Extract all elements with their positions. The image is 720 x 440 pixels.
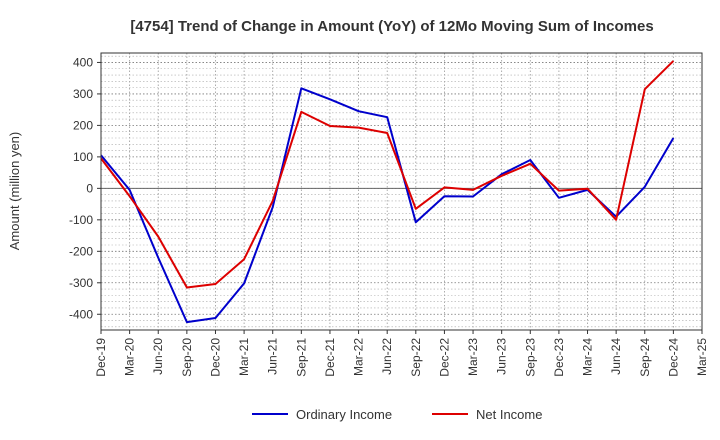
y-tick-label: -400 (69, 307, 93, 321)
x-axis-ticks: Dec-19 Mar-20 Jun-20 Sep-20 Dec-20 Mar-21 Jun-… (94, 330, 709, 377)
x-tick-label: Sep-23 (523, 338, 537, 377)
x-tick-label: Dec-23 (552, 338, 566, 377)
y-tick-label: 200 (73, 118, 93, 132)
x-tick-label: Sep-20 (180, 338, 194, 377)
y-tick-label: -300 (69, 276, 93, 290)
y-tick-label: -200 (69, 244, 93, 258)
series-line-ordinary-income (100, 87, 675, 324)
x-tick-label: Sep-22 (409, 338, 423, 377)
x-tick-label: Dec-20 (208, 338, 222, 377)
legend-label-net-income: Net Income (476, 407, 542, 422)
x-tick-label: Mar-25 (695, 338, 709, 376)
x-tick-label: Jun-22 (380, 338, 394, 375)
x-tick-label: Mar-21 (237, 338, 251, 376)
chart-title: [4754] Trend of Change in Amount (YoY) o… (130, 18, 653, 35)
y-axis-ticks: 400 300 200 100 0 -100 -200 -300 -400 (69, 55, 101, 321)
grid (100, 53, 703, 330)
y-tick-label: -100 (69, 213, 93, 227)
x-tick-label: Jun-24 (609, 338, 623, 375)
x-tick-label: Mar-20 (123, 338, 137, 376)
series-line-net-income (100, 60, 675, 289)
y-tick-label: 400 (73, 55, 93, 69)
x-tick-label: Dec-19 (94, 338, 108, 377)
y-tick-label: 300 (73, 87, 93, 101)
plot-frame (100, 52, 703, 331)
x-tick-label: Jun-20 (151, 338, 165, 375)
x-tick-label: Mar-22 (352, 338, 366, 376)
y-tick-label: 0 (86, 181, 93, 195)
y-axis-label: Amount (million yen) (7, 132, 22, 251)
x-tick-label: Jun-21 (266, 338, 280, 375)
legend: Ordinary Income Net Income (252, 407, 542, 422)
x-tick-label: Sep-24 (638, 338, 652, 377)
x-tick-label: Mar-23 (466, 338, 480, 376)
series-lines (100, 60, 675, 324)
x-tick-label: Dec-22 (437, 338, 451, 377)
legend-label-ordinary-income: Ordinary Income (296, 407, 392, 422)
y-tick-label: 100 (73, 150, 93, 164)
x-tick-label: Dec-21 (323, 338, 337, 377)
x-tick-label: Mar-24 (581, 338, 595, 376)
x-tick-label: Sep-21 (294, 338, 308, 377)
x-tick-label: Dec-24 (666, 338, 680, 377)
x-tick-label: Jun-23 (495, 338, 509, 375)
